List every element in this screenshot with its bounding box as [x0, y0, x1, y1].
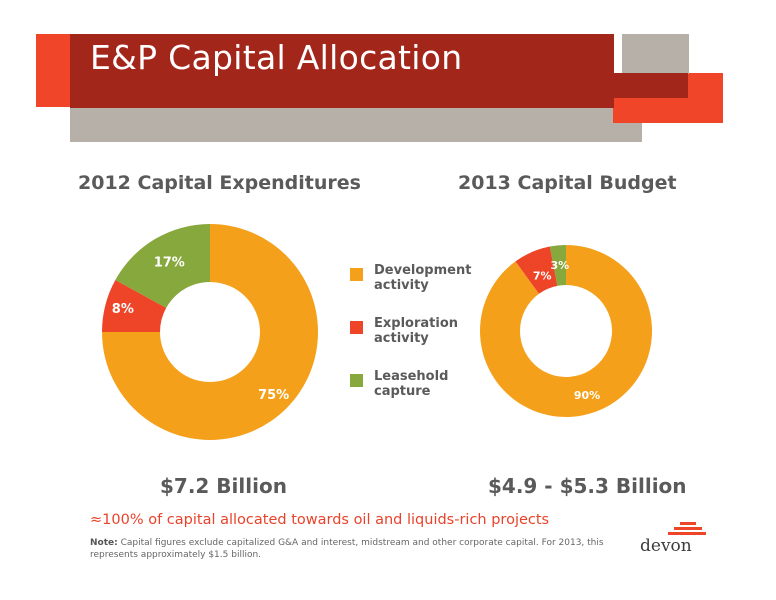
- legend-swatch-exploration: [350, 321, 363, 334]
- footnote: Note: Capital figures exclude capitalize…: [90, 537, 610, 561]
- legend-item-leasehold: Leasehold capture: [350, 369, 490, 422]
- legend-item-exploration: Exploration activity: [350, 316, 490, 369]
- donut-chart-2012: 75% 8% 17%: [102, 224, 318, 440]
- footnote-text: Capital figures exclude capitalized G&A …: [90, 538, 604, 560]
- slice-2013-development: [480, 245, 652, 417]
- slide-title: E&P Capital Allocation: [90, 38, 463, 77]
- banner-right-dark: [614, 73, 688, 98]
- slice-2012-development: [102, 224, 318, 440]
- logo-text: devon: [640, 536, 692, 556]
- slice-2012-leasehold: [115, 224, 210, 308]
- chart-title-2013: 2013 Capital Budget: [458, 172, 677, 194]
- logo-mark-icon: [668, 522, 706, 535]
- legend: Development activity Exploration activit…: [350, 263, 490, 422]
- donut-chart-2013: 90% 7%3%: [480, 245, 652, 417]
- slice-label-2013-leasehold: 3%: [550, 259, 569, 272]
- slice-label-2012-exploration: 8%: [112, 302, 134, 317]
- banner-left-red-strip: [36, 34, 76, 107]
- legend-label-development: Development activity: [374, 263, 472, 293]
- devon-logo: devon: [640, 520, 706, 560]
- footnote-label: Note:: [90, 538, 118, 548]
- legend-label-leasehold: Leasehold capture: [374, 369, 449, 399]
- legend-label-exploration: Exploration activity: [374, 316, 458, 346]
- legend-swatch-development: [350, 268, 363, 281]
- banner-gray-block: [622, 34, 689, 74]
- slice-2013-leasehold: [549, 245, 566, 286]
- slice-2012-exploration: [102, 279, 167, 332]
- legend-swatch-leasehold: [350, 374, 363, 387]
- legend-item-development: Development activity: [350, 263, 490, 316]
- banner-gray-bar: [70, 108, 642, 142]
- slice-label-2012-development: 75%: [258, 388, 289, 403]
- slice-label-2012-leasehold: 17%: [154, 256, 185, 271]
- title-banner: [36, 34, 723, 142]
- slice-label-2013-exploration: 7%: [533, 269, 552, 282]
- banner-main: [70, 34, 614, 108]
- total-2013: $4.9 - $5.3 Billion: [488, 474, 687, 498]
- headline-text: ≈100% of capital allocated towards oil a…: [90, 512, 550, 528]
- slice-2013-exploration: [515, 246, 558, 294]
- slice-label-2013-development: 90%: [574, 389, 600, 402]
- chart-title-2012: 2012 Capital Expenditures: [78, 172, 361, 194]
- total-2012: $7.2 Billion: [160, 474, 287, 498]
